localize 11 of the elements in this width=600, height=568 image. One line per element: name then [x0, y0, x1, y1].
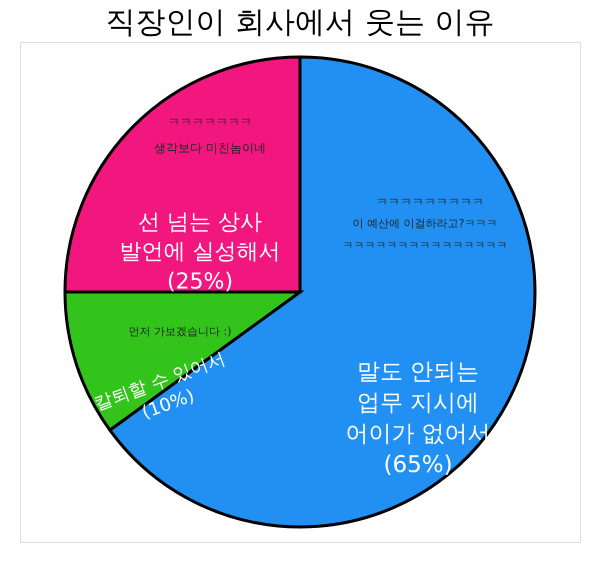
- data-label: (25%): [166, 269, 234, 294]
- chart-title: 직장인이 회사에서 웃는 이유: [106, 5, 494, 40]
- text: 이 예산에 이걸하라고?ㅋㅋㅋ: [352, 217, 498, 230]
- text: 먼저 가보겠습니다 :): [128, 325, 232, 338]
- text: ㅋㅋㅋㅋㅋㅋㅋ: [168, 115, 252, 129]
- text: ㅋㅋㅋㅋㅋㅋㅋㅋㅋ: [376, 195, 484, 209]
- text: ㅋㅋㅋㅋㅋㅋㅋㅋㅋㅋㅋㅋㅋㅋㅋ: [342, 239, 508, 252]
- slice-label: 말도 안되는 업무 지시에 어이가 없어서: [345, 359, 491, 448]
- data-label: (65%): [383, 452, 453, 478]
- text: 생각보다 미친놈이네: [154, 141, 266, 155]
- slice-label: 선 넘는 상사 발언에 실성해서: [120, 210, 280, 265]
